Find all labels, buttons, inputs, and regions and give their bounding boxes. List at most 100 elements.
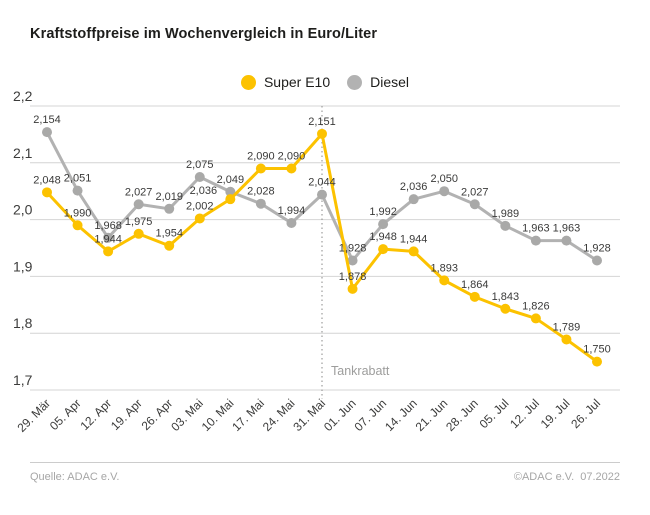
diesel-data-label: 1,968 [94, 220, 122, 232]
super-e10-data-point [592, 356, 602, 367]
super-e10-data-label: 2,090 [278, 150, 306, 162]
diesel-data-label: 2,028 [247, 186, 275, 198]
diesel-data-label: 1,963 [553, 223, 581, 235]
diesel-data-point [103, 232, 114, 243]
diesel-data-point [530, 235, 541, 246]
super-e10-data-label: 1,878 [339, 271, 367, 283]
diesel-data-point [72, 185, 83, 196]
x-tick-label: 07. Jun [351, 396, 389, 434]
x-tick-label: 05. Apr [47, 396, 84, 433]
x-tick-label: 31. Mai [290, 396, 328, 434]
chart-legend: Super E10 Diesel [0, 74, 650, 90]
x-tick-label: 01. Jun [321, 396, 359, 434]
diesel-data-point [469, 199, 480, 210]
diesel-data-point [592, 255, 602, 266]
super-e10-data-point [530, 313, 541, 324]
diesel-data-point [347, 255, 358, 266]
y-tick-label: 1,8 [13, 315, 33, 331]
super-e10-data-label: 1,789 [553, 321, 581, 333]
super-e10-data-label: 1,990 [64, 207, 92, 219]
super-e10-data-point [317, 128, 327, 139]
super-e10-dot-icon [240, 74, 256, 90]
super-e10-data-point [255, 163, 266, 174]
x-tick-label: 24. Mai [260, 396, 298, 434]
super-e10-data-point [133, 228, 144, 239]
super-e10-data-point [286, 163, 297, 174]
x-tick-label: 26. Jul [568, 396, 603, 431]
diesel-data-point [194, 172, 205, 182]
super-e10-data-label: 1,864 [461, 279, 489, 291]
super-e10-data-label: 1,954 [155, 228, 183, 240]
source-text: Quelle: ADAC e.V. [30, 471, 120, 483]
super-e10-data-label: 1,826 [522, 300, 550, 312]
diesel-data-point [561, 235, 572, 246]
diesel-data-label: 2,154 [33, 114, 61, 126]
chart-title: Kraftstoffpreise im Wochenvergleich in E… [30, 26, 378, 42]
diesel-data-label: 2,044 [308, 177, 336, 189]
y-tick-label: 1,9 [13, 258, 33, 274]
diesel-data-label: 2,050 [430, 173, 458, 185]
super-e10-data-point [469, 291, 480, 302]
legend-item-diesel: Diesel [347, 74, 409, 90]
super-e10-data-point [103, 246, 114, 257]
copyright-text: ©ADAC e.V. 07.2022 [513, 471, 620, 483]
diesel-data-point [42, 127, 52, 138]
super-e10-data-label: 2,036 [190, 185, 218, 197]
diesel-data-point [255, 198, 266, 209]
diesel-data-point [286, 218, 297, 229]
diesel-data-label: 2,027 [125, 186, 153, 198]
diesel-data-label: 1,928 [339, 242, 367, 254]
diesel-data-label: 1,989 [492, 208, 520, 220]
x-tick-label: 28. Jun [443, 396, 481, 434]
super-e10-data-point [225, 194, 236, 205]
super-e10-data-point [194, 213, 205, 224]
diesel-dot-icon [347, 74, 363, 90]
diesel-data-label: 1,963 [522, 223, 550, 235]
legend-label-super-e10: Super E10 [263, 74, 331, 90]
x-tick-label: 29. Mär [14, 396, 53, 435]
super-e10-data-point [72, 220, 83, 231]
diesel-data-point [317, 189, 327, 200]
diesel-data-label: 2,049 [217, 174, 245, 186]
diesel-data-point [500, 220, 511, 231]
y-tick-label: 2,0 [13, 202, 33, 218]
diesel-data-point [164, 203, 175, 214]
diesel-data-label: 2,075 [186, 159, 214, 171]
legend-label-diesel: Diesel [370, 74, 410, 90]
x-tick-label: 19. Apr [108, 396, 145, 433]
x-tick-label: 14. Jun [382, 396, 420, 434]
super-e10-data-label: 1,948 [369, 231, 397, 243]
super-e10-data-point [42, 187, 52, 198]
super-e10-data-label: 2,002 [186, 200, 214, 212]
super-e10-data-label: 2,151 [308, 116, 336, 128]
diesel-data-label: 2,027 [461, 186, 489, 198]
diesel-data-label: 1,928 [583, 242, 611, 254]
super-e10-data-label: 1,893 [430, 262, 458, 274]
super-e10-data-label: 1,843 [492, 291, 520, 303]
x-tick-label: 12. Apr [77, 396, 114, 433]
x-tick-label: 05. Jul [477, 396, 512, 431]
x-tick-label: 12. Jul [507, 396, 542, 431]
super-e10-data-label: 1,975 [125, 216, 153, 228]
y-tick-label: 2,1 [13, 145, 33, 161]
diesel-data-point [408, 194, 419, 205]
diesel-data-label: 1,994 [278, 205, 306, 217]
super-e10-data-point [561, 334, 572, 345]
tankrabatt-label: Tankrabatt [331, 364, 390, 378]
diesel-data-label: 2,036 [400, 181, 428, 193]
x-tick-label: 17. Mai [229, 396, 267, 434]
super-e10-data-label: 2,090 [247, 150, 275, 162]
y-tick-label: 2,2 [13, 88, 33, 104]
super-e10-data-point [439, 275, 450, 286]
x-tick-label: 21. Jun [413, 396, 451, 434]
y-tick-label: 1,7 [13, 372, 33, 388]
x-tick-label: 03. Mai [168, 396, 206, 434]
super-e10-data-label: 1,944 [94, 233, 122, 245]
super-e10-data-point [164, 240, 175, 251]
super-e10-data-label: 2,048 [33, 174, 61, 186]
super-e10-data-label: 1,944 [400, 233, 428, 245]
diesel-data-label: 2,019 [155, 191, 183, 203]
diesel-data-label: 2,051 [64, 173, 92, 185]
